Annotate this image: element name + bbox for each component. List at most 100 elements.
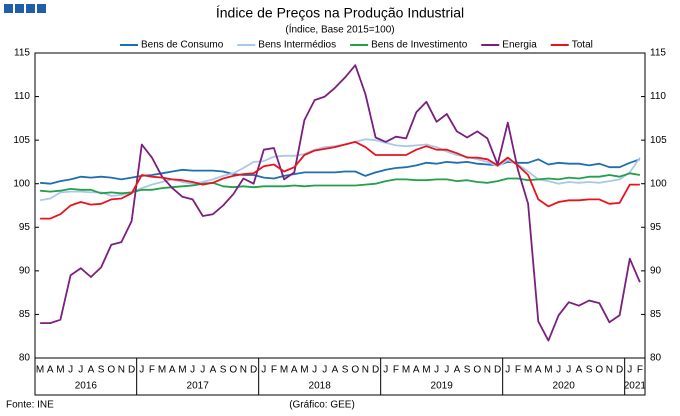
x-tick-label: O xyxy=(107,365,115,376)
y2-tick-label: 105 xyxy=(650,135,667,146)
legend-label: Bens Intermédios xyxy=(258,40,336,51)
x-tick-label: D xyxy=(494,365,501,376)
x-axis-box xyxy=(34,357,646,396)
x-tick-label: N xyxy=(362,365,369,376)
x-tick-label: J xyxy=(322,365,327,376)
x-tick-label: J xyxy=(261,365,266,376)
y-tick-label: 80 xyxy=(19,353,31,364)
x-tick-label: M xyxy=(178,365,186,376)
x-tick-label: J xyxy=(139,365,144,376)
x-tick-label: S xyxy=(586,365,593,376)
x-tick-label: M xyxy=(56,365,64,376)
x-tick-label: J xyxy=(566,365,571,376)
x-tick-label: O xyxy=(595,365,603,376)
y-tick-label: 115 xyxy=(14,48,30,59)
x-tick-label: J xyxy=(190,365,195,376)
x-tick-label: A xyxy=(88,365,95,376)
x-tick-label: A xyxy=(291,365,298,376)
x-tick-label: M xyxy=(422,365,430,376)
x-tick-label: J xyxy=(312,365,317,376)
x-group-label: 2016 xyxy=(75,381,98,392)
x-tick-label: S xyxy=(98,365,105,376)
x-tick-label: A xyxy=(47,365,54,376)
legend-label: Bens de Investimento xyxy=(371,40,468,51)
y-tick-label: 100 xyxy=(13,178,30,189)
series-line xyxy=(40,172,641,195)
x-group-label: 2019 xyxy=(431,381,454,392)
x-tick-label: J xyxy=(78,365,83,376)
x-tick-label: N xyxy=(484,365,491,376)
y-tick-label: 95 xyxy=(19,222,31,233)
x-tick-label: O xyxy=(473,365,481,376)
x-tick-label: J xyxy=(444,365,449,376)
logo xyxy=(4,4,46,13)
source: Fonte: INE xyxy=(6,400,54,411)
x-tick-label: A xyxy=(210,365,217,376)
legend-label: Energia xyxy=(502,40,537,51)
x-tick-label: O xyxy=(351,365,359,376)
y-tick-label: 105 xyxy=(13,135,30,146)
x-tick-label: J xyxy=(434,365,439,376)
x-tick-label: F xyxy=(637,365,643,376)
credit: (Gráfico: GEE) xyxy=(289,400,355,411)
x-tick-label: M xyxy=(280,365,288,376)
series-line xyxy=(40,64,641,342)
y-tick-label: 85 xyxy=(19,309,31,320)
y2-tick-label: 100 xyxy=(650,178,667,189)
x-group-label: 2018 xyxy=(309,381,332,392)
x-tick-label: D xyxy=(372,365,379,376)
x-group-label: 2017 xyxy=(187,381,210,392)
x-tick-label: J xyxy=(383,365,388,376)
x-tick-label: N xyxy=(118,365,125,376)
x-tick-label: A xyxy=(454,365,461,376)
x-tick-label: S xyxy=(342,365,349,376)
x-tick-label: O xyxy=(229,365,237,376)
x-tick-label: N xyxy=(240,365,247,376)
x-tick-label: D xyxy=(128,365,135,376)
x-tick-label: S xyxy=(220,365,227,376)
x-tick-label: A xyxy=(576,365,583,376)
x-tick-label: J xyxy=(505,365,510,376)
x-tick-label: D xyxy=(616,365,623,376)
x-tick-label: F xyxy=(393,365,399,376)
x-tick-label: J xyxy=(200,365,205,376)
x-tick-label: F xyxy=(149,365,155,376)
x-tick-label: S xyxy=(464,365,471,376)
chart-subtitle: (Índice, Base 2015=100) xyxy=(285,23,394,36)
y-tick-label: 90 xyxy=(19,265,31,276)
x-tick-label: J xyxy=(68,365,73,376)
y2-tick-label: 110 xyxy=(650,91,666,102)
x-tick-label: M xyxy=(300,365,308,376)
x-tick-label: F xyxy=(271,365,277,376)
x-tick-label: M xyxy=(36,365,44,376)
x-tick-label: M xyxy=(544,365,552,376)
chart-title: Índice de Preços na Produção Industrial xyxy=(216,5,464,21)
y2-tick-label: 80 xyxy=(650,353,662,364)
y2-tick-label: 95 xyxy=(650,222,662,233)
x-tick-label: J xyxy=(627,365,632,376)
x-tick-label: A xyxy=(169,365,176,376)
x-tick-label: M xyxy=(158,365,166,376)
series-line xyxy=(40,158,641,185)
y2-tick-label: 115 xyxy=(650,48,666,59)
y2-tick-label: 85 xyxy=(650,309,662,320)
x-tick-label: M xyxy=(524,365,532,376)
y-tick-label: 110 xyxy=(14,91,30,102)
x-tick-label: M xyxy=(402,365,410,376)
x-group-label: 2021 xyxy=(624,381,647,392)
x-tick-label: A xyxy=(535,365,542,376)
x-tick-label: F xyxy=(515,365,521,376)
x-tick-label: A xyxy=(413,365,420,376)
x-tick-label: A xyxy=(332,365,339,376)
series-line xyxy=(40,141,640,220)
series-line xyxy=(39,138,641,202)
legend-label: Bens de Consumo xyxy=(141,40,224,51)
x-tick-label: J xyxy=(556,365,561,376)
y2-tick-label: 90 xyxy=(650,265,662,276)
x-group-label: 2020 xyxy=(553,381,576,392)
legend-label: Total xyxy=(572,40,593,51)
x-tick-label: D xyxy=(250,365,257,376)
x-tick-label: N xyxy=(606,365,613,376)
plot-frame xyxy=(34,52,646,359)
